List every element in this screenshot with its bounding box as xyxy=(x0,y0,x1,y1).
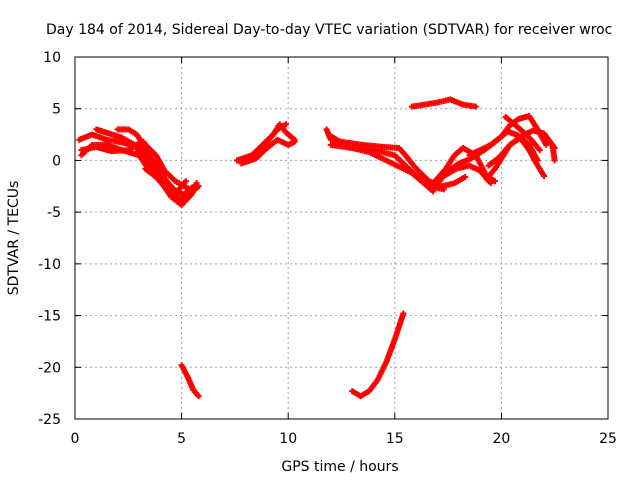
data-point xyxy=(472,103,479,110)
data-series-track-6 xyxy=(142,165,202,203)
y-tick-label: -15 xyxy=(38,309,61,325)
data-point xyxy=(195,393,202,400)
data-point xyxy=(543,141,550,148)
data-point xyxy=(182,178,189,185)
data-series-track-21 xyxy=(483,134,541,183)
x-tick-label: 5 xyxy=(177,431,186,447)
data-point xyxy=(492,178,499,185)
data-point xyxy=(440,186,447,193)
data-series-track-7 xyxy=(178,362,202,400)
data-series-track-5 xyxy=(114,126,181,197)
y-tick-label: -25 xyxy=(38,412,61,428)
plot-frame xyxy=(74,56,609,420)
data-point xyxy=(462,173,469,180)
x-tick-label: 10 xyxy=(279,431,297,447)
grid-lines xyxy=(75,57,608,419)
data-series-track-13 xyxy=(325,131,437,195)
data-series-track-15 xyxy=(408,96,479,110)
y-tick-label: -20 xyxy=(38,360,61,376)
data-point xyxy=(536,147,543,154)
x-tick-label: 15 xyxy=(386,431,404,447)
x-axis-label: GPS time / hours xyxy=(281,459,398,475)
x-tick-label: 20 xyxy=(492,431,510,447)
data-series-track-4 xyxy=(78,138,191,192)
data-point xyxy=(534,157,541,164)
y-axis-label: SDTVAR / TECUs xyxy=(6,181,22,296)
data-series-track-9 xyxy=(238,136,298,167)
data-point xyxy=(541,172,548,179)
data-points xyxy=(76,96,558,400)
data-point xyxy=(487,180,494,187)
chart-title: Day 184 of 2014, Sidereal Day-to-day VTE… xyxy=(46,22,612,38)
data-point xyxy=(291,138,298,145)
data-series-track-22 xyxy=(502,113,543,154)
y-tick-label: 10 xyxy=(43,50,61,66)
x-tick-label: 25 xyxy=(599,431,617,447)
data-series-track-14 xyxy=(349,310,407,400)
y-tick-label: -5 xyxy=(47,205,61,221)
y-tick-label: 0 xyxy=(52,153,61,169)
x-tick-label: 0 xyxy=(71,431,80,447)
data-point xyxy=(551,157,558,164)
y-axis-ticks: 10 5 0 -5 -10 -15 -20 -25 xyxy=(38,50,608,428)
y-tick-label: 5 xyxy=(52,102,61,118)
x-axis-ticks: 0 5 10 15 20 25 xyxy=(71,57,617,447)
plot-border xyxy=(74,56,609,420)
data-point xyxy=(283,121,290,128)
data-point xyxy=(184,185,191,192)
data-series-track-23 xyxy=(549,142,558,164)
data-point xyxy=(400,310,407,317)
data-point xyxy=(195,183,202,190)
y-tick-label: -10 xyxy=(38,257,61,273)
data-series-track-10 xyxy=(253,121,290,156)
